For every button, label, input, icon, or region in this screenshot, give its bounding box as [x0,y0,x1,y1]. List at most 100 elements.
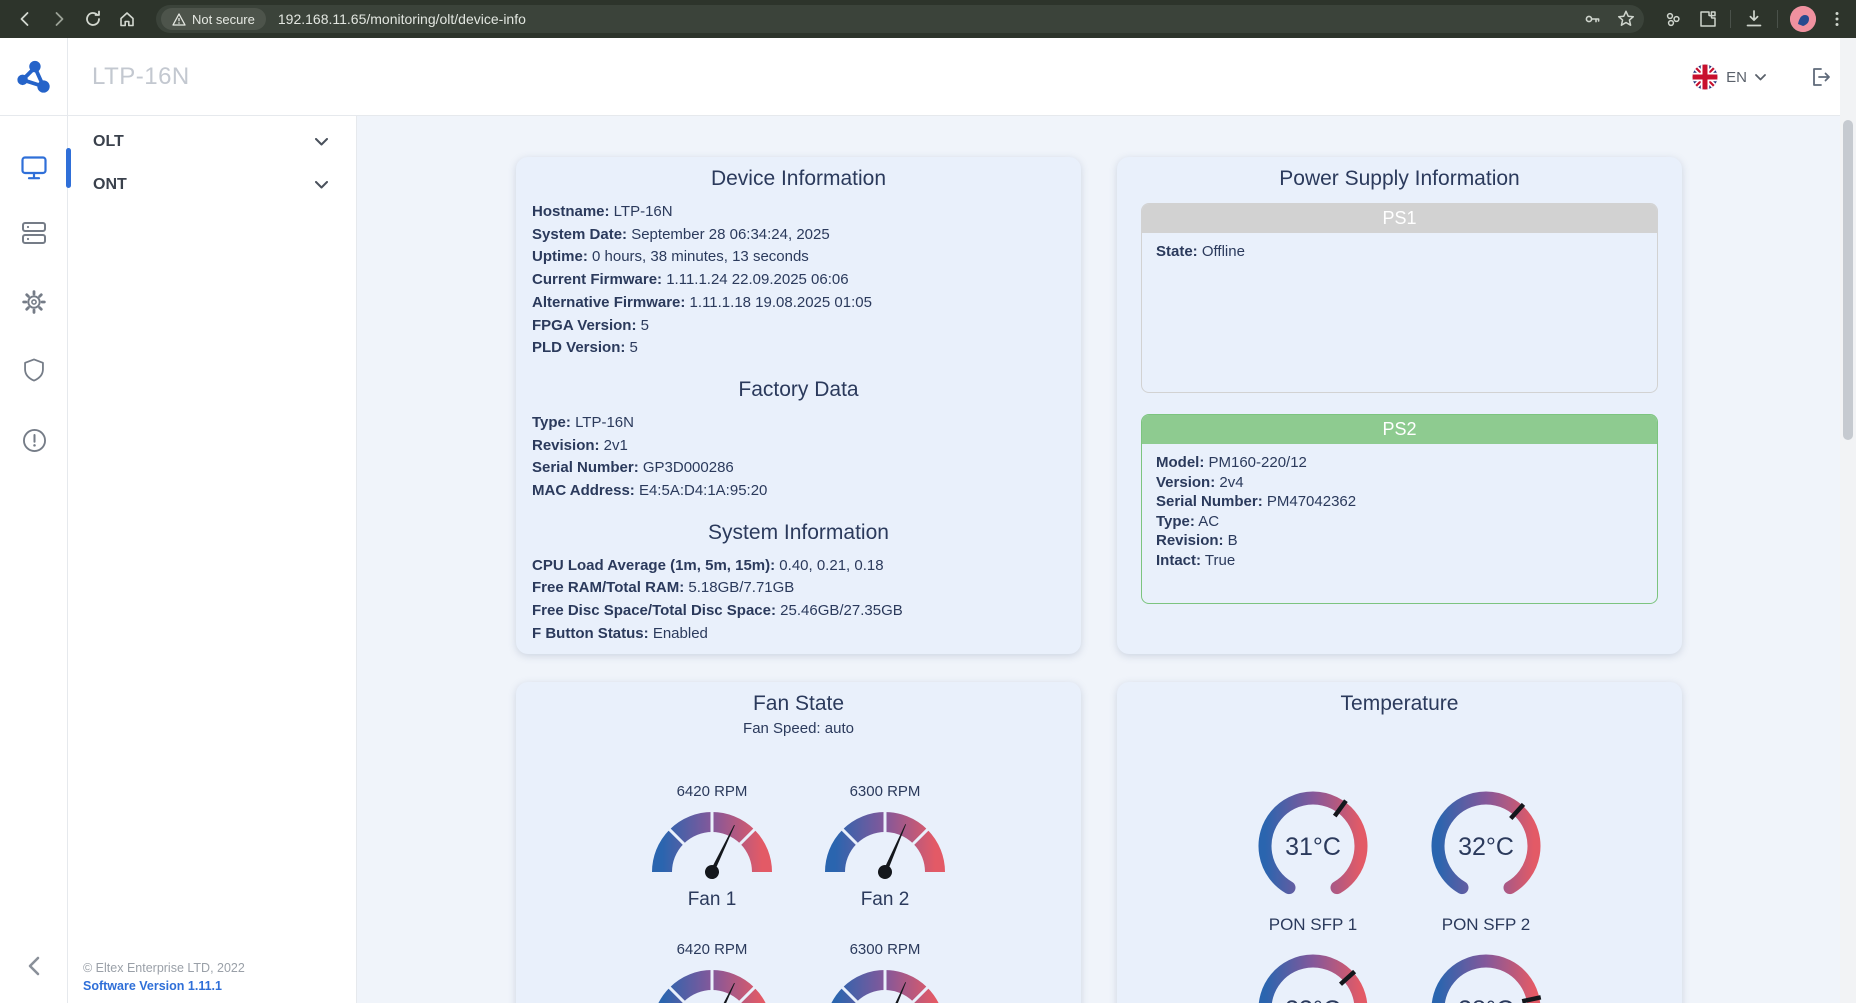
chevron-down-icon [315,137,328,145]
power-supply-name: PS2 [1142,415,1657,444]
info-row: FPGA Version: 5 [532,316,649,334]
info-row: Free Disc Space/Total Disc Space: 25.46G… [532,602,903,620]
temperature-gauge: 32°C [1431,791,1541,895]
info-row: Revision: B [1156,532,1238,549]
info-row: Type: LTP-16N [532,413,634,431]
sidebar-item-security[interactable] [0,350,68,390]
active-nav-indicator [66,148,71,188]
temperature-gauge: 38°C [1431,954,1542,1003]
warning-icon [172,12,186,26]
info-row: State: Offline [1156,243,1245,260]
sidebar-item-ont[interactable]: ONT [68,163,356,206]
power-supply-ps1: PS1 State: Offline [1141,203,1658,393]
fan-speed-mode: Fan Speed: auto [743,720,854,737]
sidebar-collapse-button[interactable] [18,951,48,981]
svg-text:33°C: 33°C [1285,996,1341,1003]
temperature-gauge-cell: 33°C [1227,947,1400,1003]
svg-text:32°C: 32°C [1458,833,1514,861]
fan-rpm-value: 6420 RPM [676,783,748,800]
sidebar-item-olt[interactable]: OLT [68,120,356,163]
info-row: Uptime: 0 hours, 38 minutes, 13 seconds [532,248,809,266]
browser-home-button[interactable] [112,4,142,34]
browser-toolbar: Not secure 192.168.11.65/monitoring/olt/… [0,0,1856,38]
fan-gauge-cell: 6420 RPM Fan 1 [626,783,799,911]
card-title: Device Information [710,167,887,190]
temperature-card: Temperature 31°C PON SFP 1 32°C PON SFP … [1117,682,1682,1003]
fan-gauge-cell: 6300 RPM Fan 2 [799,783,972,911]
info-row: CPU Load Average (1m, 5m, 15m): 0.40, 0.… [532,556,884,574]
fan-name: Fan 1 [687,889,737,910]
main-content: Device Information Hostname: LTP-16N Syst… [358,116,1840,1003]
sensor-name: PON SFP 2 [1441,915,1531,934]
sensor-name: PON SFP 1 [1268,915,1358,934]
fan-rpm-value: 6300 RPM [849,783,921,800]
sidebar-menu: OLT ONT © Eltex Enterprise LTD, 2022 Soft… [68,116,357,1003]
info-row: Version: 2v4 [1156,473,1244,491]
fan-gauge-cell: 6300 RPM [799,941,972,1003]
chevron-down-icon [1755,73,1766,80]
shield-icon [24,358,44,382]
sidebar-item-settings[interactable] [0,282,68,322]
info-row: Alternative Firmware: 1.11.1.18 19.08.20… [532,293,872,311]
info-row: Serial Number: PM47042362 [1156,493,1357,510]
browser-forward-button[interactable] [44,4,74,34]
chevron-down-icon [315,180,328,188]
page-scrollbar [1840,38,1856,1003]
bookmark-star-icon[interactable] [1616,9,1636,29]
toolbar-separator [1777,10,1778,28]
scrollbar-thumb[interactable] [1843,120,1853,440]
sidebar-item-alerts[interactable] [0,420,68,460]
info-row: Type: AC [1156,512,1220,530]
fan-rpm-value: 6300 RPM [849,941,921,958]
card-title: Fan State [752,692,845,715]
info-row: Serial Number: GP3D000286 [532,459,734,477]
info-row: Revision: 2v1 [532,436,628,454]
fan-rpm-value: 6420 RPM [676,941,748,958]
extensions-icon[interactable] [1696,8,1718,30]
info-row: PLD Version: 5 [532,339,638,357]
address-bar[interactable]: Not secure 192.168.11.65/monitoring/olt/… [156,5,1644,33]
software-version-link[interactable]: Software Version 1.11.1 [83,979,222,993]
section-title: System Information [708,520,889,544]
browser-menu-icon[interactable] [1828,10,1846,28]
app-logo[interactable] [0,38,68,116]
power-supply-card: Power Supply Information PS1 State: Offli… [1117,157,1682,654]
info-row: Intact: True [1156,551,1236,569]
chevron-left-icon [28,956,39,976]
section-title: Factory Data [738,377,859,401]
fan-gauge [825,808,945,879]
fan-gauge [652,808,772,879]
sidebar-item-devices[interactable] [0,213,68,253]
url-text: 192.168.11.65/monitoring/olt/device-info [277,11,526,27]
menu-label: ONT [93,175,127,193]
logout-icon[interactable] [1808,65,1832,89]
device-information-card: Device Information Hostname: LTP-16N Syst… [516,157,1081,654]
fan-state-card: Fan State Fan Speed: auto 6420 RPM Fan 1… [516,682,1081,1003]
browser-back-button[interactable] [10,4,40,34]
sidebar-item-monitoring[interactable] [0,148,68,188]
menu-label: OLT [93,132,124,150]
browser-reload-button[interactable] [78,4,108,34]
card-title: Temperature [1340,692,1459,715]
not-secure-badge[interactable]: Not secure [161,8,266,30]
language-label: EN [1726,68,1747,86]
fan-gauge [831,966,939,1003]
app-header: LTP-16N EN [0,38,1856,116]
profile-avatar[interactable] [1790,6,1816,32]
info-row: System Date: September 28 06:34:24, 2025 [532,225,830,243]
icon-rail [0,116,68,1003]
temperature-gauge-cell: 38°C [1400,947,1573,1003]
monitor-icon [21,156,47,180]
tab-groups-icon[interactable] [1662,8,1684,30]
server-rack-icon [22,222,46,244]
power-supply-name: PS1 [1142,204,1657,233]
language-selector[interactable]: EN [1692,64,1766,90]
uk-flag-icon [1692,64,1718,90]
temperature-gauge-cell: 31°C PON SFP 1 [1227,784,1400,935]
temperature-gauge-cell: 32°C PON SFP 2 [1400,784,1573,935]
info-row: Free RAM/Total RAM: 5.18GB/7.71GB [532,579,795,597]
alert-circle-icon [22,428,46,452]
temperature-gauge: 33°C [1258,954,1368,1003]
downloads-icon[interactable] [1743,8,1765,30]
password-key-icon[interactable] [1582,9,1602,29]
